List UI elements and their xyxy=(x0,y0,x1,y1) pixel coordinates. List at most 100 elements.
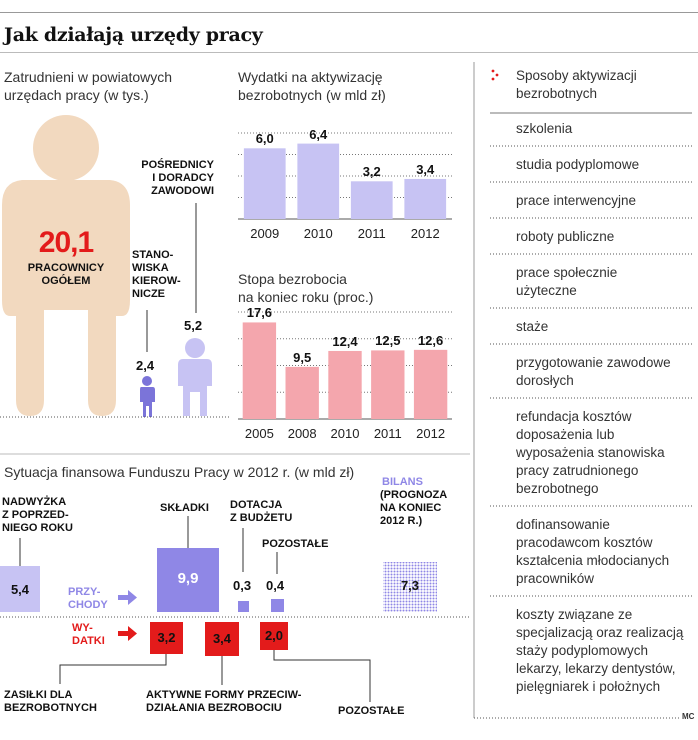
list-item-line: prace społecznie xyxy=(516,265,618,280)
list-item: refundacja kosztów doposażenia lub wyposaż… xyxy=(516,408,665,498)
bar-2012 xyxy=(404,178,447,219)
balance-box xyxy=(383,562,437,612)
surplus-box xyxy=(0,566,40,612)
bullet-chevron-icon xyxy=(491,69,499,81)
unemployment-chart xyxy=(238,311,452,420)
list-item: staże xyxy=(516,318,548,336)
bar-2011 xyxy=(350,181,393,219)
list-item: dofinansowanie pracodawcom kosztów kształc… xyxy=(516,516,669,588)
benefits-leader xyxy=(59,654,167,684)
other-exp-box xyxy=(260,622,288,650)
subsidy-value: 0,3 xyxy=(233,578,252,593)
advisors-label: POŚREDNICY I DORADCY ZAWODOWI xyxy=(141,159,214,197)
spending-chart xyxy=(238,132,452,220)
contributions-box xyxy=(157,548,219,612)
bar-2012 xyxy=(413,349,448,419)
list-item-line: pracodawcom kosztów xyxy=(516,535,653,550)
total-employees-value: 20,1 xyxy=(38,226,94,259)
list-item-line: wyposażenia stanowiska xyxy=(516,445,665,460)
list-item-line: pracowników xyxy=(516,571,595,586)
other-income-value: 0,4 xyxy=(266,578,285,593)
fund-header: Sytuacja finansowa Funduszu Pracy w 2012… xyxy=(4,464,355,480)
bar-2005 xyxy=(242,322,277,419)
income-arrow-icon xyxy=(118,590,137,605)
data-label-2011: 12,5 xyxy=(375,333,401,349)
list-item-line: kształcenia młodocianych xyxy=(516,553,670,568)
tick-label-2011: 2011 xyxy=(373,426,402,441)
other-exp-label: POZOSTAŁE xyxy=(338,705,405,717)
list-item-line: dorosłych xyxy=(516,373,574,388)
list-separators xyxy=(490,145,692,597)
advisors-value: 5,2 xyxy=(184,318,203,333)
managers-value: 2,4 xyxy=(136,358,155,373)
data-label-2012: 3,4 xyxy=(416,161,435,177)
tick-label-2005: 2005 xyxy=(244,426,274,441)
list-item-line: refundacja kosztów xyxy=(516,409,632,424)
tick-label-2012: 2012 xyxy=(416,426,446,441)
data-label-2008: 9,5 xyxy=(293,349,312,365)
contributions-value: 9,9 xyxy=(177,570,199,587)
other-exp-value: 2,0 xyxy=(264,628,284,643)
bar-2011 xyxy=(371,350,405,419)
data-label-2005: 17,6 xyxy=(246,305,273,321)
bar-2009 xyxy=(243,148,286,219)
surplus-value: 5,4 xyxy=(10,582,30,597)
active-label: AKTYWNE FORMY PRZECIW- DZIAŁANIA BEZROBO… xyxy=(146,689,302,714)
tick-label-2012: 2012 xyxy=(410,226,440,241)
list-item-line: dofinansowanie xyxy=(516,517,610,532)
benefits-box xyxy=(150,622,183,654)
data-label-2011: 3,2 xyxy=(362,164,381,180)
benefits-value: 3,2 xyxy=(157,630,176,645)
list-item: studia podyplomowe xyxy=(516,156,639,174)
managers-figure xyxy=(140,376,155,417)
list-item-line: doposażenia lub xyxy=(516,427,615,442)
other-exp-leader xyxy=(273,650,371,702)
bar-2008 xyxy=(285,366,319,419)
list-item: prace społecznie użyteczne xyxy=(516,264,617,300)
list-header: Sposoby aktywizacji bezrobotnych xyxy=(516,68,637,101)
data-label-2010: 6,4 xyxy=(309,126,328,142)
top-rule xyxy=(0,12,698,13)
list-item: prace interwencyjne xyxy=(516,192,636,210)
list-item: koszty związane ze specjalizacją oraz rea… xyxy=(516,606,683,696)
tick-label-2010: 2010 xyxy=(303,226,333,241)
list-item-line: bezrobotnego xyxy=(516,481,599,496)
subsidy-box xyxy=(238,601,249,612)
employees-header: Zatrudnieni w powiatowych urzędach pracy… xyxy=(4,69,173,103)
balance-value: 7,3 xyxy=(400,578,420,593)
unemployment-chart-header: Stopa bezrobocia na koniec roku (proc.) xyxy=(238,271,374,305)
list-item-line: prace interwencyjne xyxy=(516,193,637,208)
bar-2010 xyxy=(297,143,340,219)
active-box xyxy=(205,622,239,656)
list-item: szkolenia xyxy=(516,120,572,138)
list-item-line: koszty związane ze xyxy=(516,607,633,622)
data-label-2009: 6,0 xyxy=(255,131,274,147)
other-income-label: POZOSTAŁE xyxy=(262,538,329,550)
list-item: roboty publiczne xyxy=(516,228,614,246)
list-item-line: pielęgniarek i położnych xyxy=(516,679,661,694)
subsidy-label: DOTACJA Z BUDŻETU xyxy=(230,499,293,524)
list-item-line: lekarzy, lekarzy dentystów, xyxy=(516,661,676,676)
expenses-label: WY- DATKI xyxy=(72,622,105,647)
total-employees-label: PRACOWNICY OGÓŁEM xyxy=(27,262,105,287)
balance-label: BILANS xyxy=(382,476,423,488)
list-item-line: staży podyplomowych xyxy=(516,643,649,658)
list-item-line: pracy zatrudnionego xyxy=(516,463,639,478)
total-employees-figure xyxy=(2,115,130,416)
list-item-line: roboty publiczne xyxy=(516,229,615,244)
balance-sublabel: (PROGNOZA NA KONIEC 2012 R.) xyxy=(380,489,448,527)
list-item-line: specjalizacją oraz realizacją xyxy=(516,625,684,640)
list-item-line: studia podyplomowe xyxy=(516,157,640,172)
list-item-line: użyteczne xyxy=(516,283,577,298)
page-title: Jak działają urzędy pracy xyxy=(4,24,263,46)
managers-label: STANO- WISKA KIEROW- NICZE xyxy=(132,249,181,300)
data-label-2012: 12,6 xyxy=(417,332,444,348)
tick-label-2009: 2009 xyxy=(250,226,280,241)
list-item-line: przygotowanie zawodowe xyxy=(516,355,671,370)
list-item-line: szkolenia xyxy=(516,121,573,136)
data-label-2010: 12,4 xyxy=(332,333,358,349)
tick-label-2010: 2010 xyxy=(330,426,360,441)
spending-chart-header: Wydatki na aktywizację bezrobotnych (w m… xyxy=(238,69,386,103)
active-value: 3,4 xyxy=(212,631,232,646)
tick-label-2008: 2008 xyxy=(287,426,317,441)
